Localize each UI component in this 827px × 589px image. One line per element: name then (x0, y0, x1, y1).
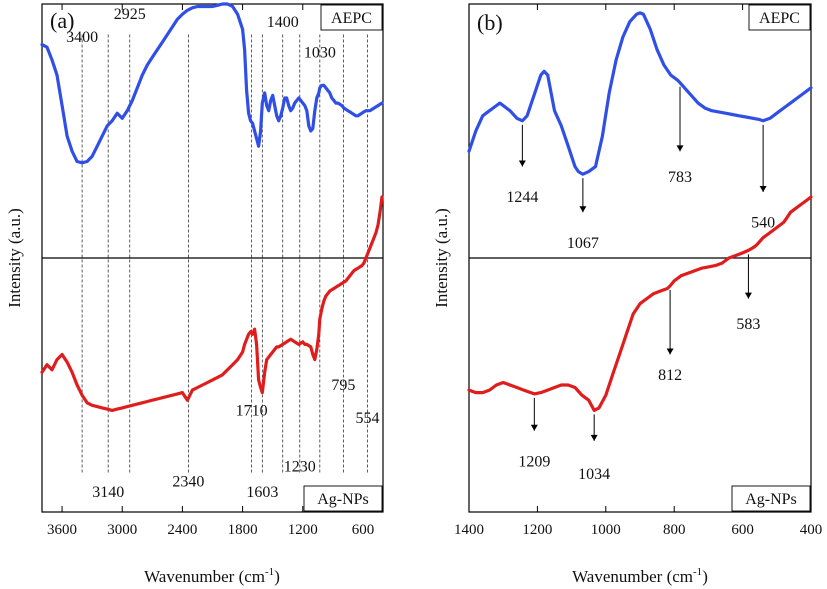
x-tick-label-600: 600 (731, 522, 754, 538)
panel-a-x-axis-label-sup: -1 (265, 566, 274, 578)
x-tick-label-3600: 3600 (47, 522, 77, 538)
annotation-arrowhead-1209 (530, 424, 538, 431)
annotation-1067: 1067 (567, 235, 599, 252)
panel-a: 3600 3000 2400 1800 1200 600 3400 2925 1400 1030… (5, 2, 384, 586)
panel-a-tag-top-box (320, 4, 383, 31)
panel-a-y-axis-label: Intensity (a.u.) (5, 208, 24, 308)
panel-b-series-ag-nps (467, 195, 813, 412)
panel-a-x-ticks: 3600 3000 2400 1800 1200 600 (47, 4, 374, 538)
annotation-1400: 1400 (267, 14, 299, 31)
annotation-1209: 1209 (518, 453, 550, 470)
annotation-3400: 3400 (66, 29, 98, 46)
panel-b-x-axis-label-sup: -1 (693, 566, 702, 578)
panel-b-series-aepc (467, 11, 813, 176)
panel-b-x-axis-label-main: Wavenumber (cm (572, 567, 693, 586)
panel-b: 1400 1200 1000 800 600 400 1244 1067 783 540 1209… (432, 3, 822, 586)
panel-a-x-axis-label-close: ) (274, 567, 280, 586)
annotation-1230: 1230 (284, 458, 316, 475)
panel-a-tag-bottom-box (303, 485, 383, 512)
panel-a-x-axis-label-main: Wavenumber (cm (144, 567, 265, 586)
annotation-1034: 1034 (578, 466, 610, 483)
annotation-arrowhead-812 (666, 348, 674, 355)
annotation-1603: 1603 (246, 484, 278, 501)
annotation-arrowhead-540 (759, 185, 767, 192)
annotation-1030: 1030 (304, 44, 336, 61)
panel-b-tag-bottom: Ag-NPs (745, 491, 797, 508)
annotation-583: 583 (736, 316, 760, 333)
annotation-812: 812 (658, 367, 682, 384)
panel-b-y-axis-label: Intensity (a.u.) (432, 208, 451, 308)
x-tick-label-1200: 1200 (522, 522, 552, 538)
x-tick-label-800: 800 (663, 522, 686, 538)
panel-a-label: (a) (50, 8, 74, 33)
annotation-arrowhead-1034 (590, 434, 598, 441)
panel-b-x-axis-label: Wavenumber (cm-1) (572, 566, 708, 586)
annotation-arrowhead-1067 (579, 206, 587, 213)
annotation-554: 554 (356, 410, 380, 427)
panel-b-annotations: 1244 1067 783 540 1209 1034 812 583 (506, 86, 775, 483)
annotation-arrowhead-1244 (518, 160, 526, 167)
annotation-1710: 1710 (236, 402, 268, 419)
annotation-540: 540 (751, 215, 775, 232)
x-tick-label-1800: 1800 (228, 522, 258, 538)
x-tick-label-400: 400 (800, 522, 823, 538)
annotation-1244: 1244 (506, 189, 538, 206)
panel-b-tag-bottom-box (731, 485, 811, 512)
annotation-795: 795 (331, 377, 355, 394)
annotation-783: 783 (668, 169, 692, 186)
x-tick-label-1400: 1400 (454, 522, 484, 538)
panel-a-tag-bottom: Ag-NPs (317, 491, 369, 508)
panel-a-series-aepc (40, 2, 384, 165)
x-tick-label-2400: 2400 (167, 522, 197, 538)
panel-b-tag-top: AEPC (759, 10, 800, 27)
annotation-arrowhead-583 (744, 292, 752, 299)
panel-b-x-axis-label-close: ) (702, 567, 708, 586)
x-tick-label-600: 600 (352, 522, 375, 538)
annotation-2340: 2340 (172, 474, 204, 491)
x-tick-label-3000: 3000 (107, 522, 137, 538)
panel-b-x-ticks: 1400 1200 1000 800 600 400 (454, 4, 822, 538)
annotation-2925: 2925 (114, 6, 146, 23)
panel-a-series-ag-nps (40, 195, 384, 412)
panel-b-label: (b) (477, 10, 503, 35)
x-tick-label-1000: 1000 (591, 522, 621, 538)
x-tick-label-1200: 1200 (288, 522, 318, 538)
annotation-3140: 3140 (92, 484, 124, 501)
panel-a-tag-top: AEPC (331, 10, 372, 27)
panel-a-annotations: 3400 2925 1400 1030 3140 2340 1710 1603 1230 7955… (66, 6, 379, 501)
panel-a-x-axis-label: Wavenumber (cm-1) (144, 566, 280, 586)
annotation-arrowhead-783 (676, 145, 684, 152)
panel-b-tag-top-box (748, 4, 811, 31)
